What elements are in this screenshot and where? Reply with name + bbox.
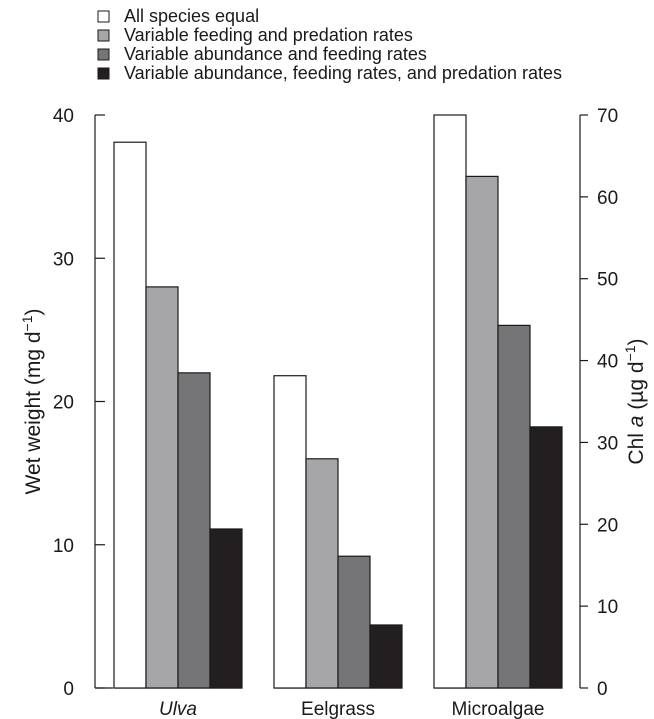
legend-label-4: Variable abundance, feeding rates, and p… bbox=[124, 63, 562, 83]
bar-ulva-series-2 bbox=[145, 286, 179, 689]
left-axis: 0 10 20 30 40 bbox=[53, 106, 105, 700]
bar-microalgae-series-2 bbox=[465, 175, 499, 689]
legend-swatch-3 bbox=[97, 48, 110, 61]
right-tick-label-70: 70 bbox=[597, 106, 618, 127]
right-tick-label-30: 30 bbox=[597, 433, 618, 454]
legend-swatch-4 bbox=[97, 67, 110, 80]
left-tick-label-0: 0 bbox=[63, 679, 74, 700]
right-axis: 0 10 20 30 40 50 60 70 bbox=[579, 106, 618, 700]
left-tick-label-40: 40 bbox=[53, 106, 74, 127]
bar-eelgrass-series-4 bbox=[369, 624, 403, 689]
bar-microalgae-series-1 bbox=[433, 114, 467, 689]
right-tick-label-20: 20 bbox=[597, 515, 618, 536]
axis-titles: Wet weight (mg d−1) Chl a (µg d−1) bbox=[19, 309, 648, 495]
bar-ulva-series-3 bbox=[177, 372, 211, 689]
bar-eelgrass-series-3 bbox=[337, 555, 371, 689]
bar-ulva-series-1 bbox=[113, 141, 147, 689]
bar-eelgrass-series-2 bbox=[305, 458, 339, 689]
bar-ulva-series-4 bbox=[209, 528, 243, 689]
category-label-microalgae: Microalgae bbox=[452, 699, 545, 719]
left-tick-label-30: 30 bbox=[53, 249, 74, 270]
right-tick-label-10: 10 bbox=[597, 597, 618, 618]
legend-label-1: All species equal bbox=[124, 6, 259, 26]
right-axis-title: Chl a (µg d−1) bbox=[622, 338, 648, 464]
bar-microalgae-series-4 bbox=[529, 426, 563, 689]
legend-swatch-1 bbox=[97, 10, 110, 23]
category-labels: Ulva Eelgrass Microalgae bbox=[159, 699, 544, 719]
legend-swatch-2 bbox=[97, 29, 110, 42]
category-label-ulva: Ulva bbox=[159, 699, 197, 719]
bars bbox=[95, 114, 563, 689]
legend-label-3: Variable abundance and feeding rates bbox=[124, 44, 427, 64]
right-tick-label-0: 0 bbox=[597, 679, 608, 700]
legend-label-2: Variable feeding and predation rates bbox=[124, 25, 413, 45]
left-axis-title: Wet weight (mg d−1) bbox=[19, 309, 45, 495]
left-tick-label-10: 10 bbox=[53, 536, 74, 557]
bar-eelgrass-series-1 bbox=[273, 375, 307, 689]
left-tick-label-20: 20 bbox=[53, 393, 74, 414]
category-label-eelgrass: Eelgrass bbox=[301, 699, 375, 719]
right-tick-label-40: 40 bbox=[597, 352, 618, 373]
bar-microalgae-series-3 bbox=[497, 324, 531, 689]
right-tick-label-50: 50 bbox=[597, 270, 618, 291]
right-tick-label-60: 60 bbox=[597, 188, 618, 209]
